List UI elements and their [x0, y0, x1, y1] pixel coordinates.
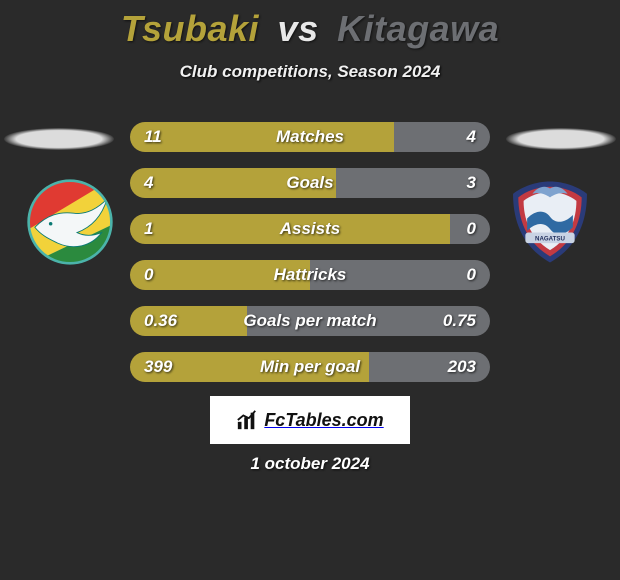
stat-fill-right [336, 168, 490, 198]
vs-label: vs [278, 8, 319, 49]
stat-fill-left [130, 122, 394, 152]
stat-fill-left [130, 352, 369, 382]
player2-club-badge: NAGATSU [506, 178, 594, 266]
stat-row: Min per goal399203 [130, 352, 490, 382]
player1-club-badge [26, 178, 114, 266]
badge-banner-text: NAGATSU [535, 235, 566, 242]
player1-halo [4, 128, 114, 150]
stat-row: Matches114 [130, 122, 490, 152]
player2-halo [506, 128, 616, 150]
stat-fill-right [450, 214, 490, 244]
footer-date: 1 october 2024 [0, 454, 620, 474]
stat-fill-right [247, 306, 490, 336]
stat-fill-left [130, 168, 336, 198]
stat-row: Goals per match0.360.75 [130, 306, 490, 336]
stat-fill-left [130, 260, 310, 290]
player1-name: Tsubaki [121, 8, 259, 49]
stat-fill-right [394, 122, 490, 152]
stat-fill-right [369, 352, 490, 382]
player2-name: Kitagawa [337, 8, 499, 49]
club-badge-right-svg: NAGATSU [506, 178, 594, 266]
stat-row: Goals43 [130, 168, 490, 198]
stat-row: Assists10 [130, 214, 490, 244]
stat-fill-right [310, 260, 490, 290]
stats-table: Matches114 Goals43 Assists10 Hattricks00 Goa… [130, 122, 490, 398]
page-title: Tsubaki vs Kitagawa [0, 0, 620, 50]
brand-link[interactable]: FcTables.com [210, 396, 410, 444]
stat-fill-left [130, 214, 450, 244]
comparison-card: Tsubaki vs Kitagawa Club competitions, S… [0, 0, 620, 580]
brand-text: FcTables.com [264, 410, 383, 431]
club-badge-left-svg [26, 178, 114, 266]
subtitle: Club competitions, Season 2024 [0, 62, 620, 82]
brand-logo-icon [236, 409, 258, 431]
stat-row: Hattricks00 [130, 260, 490, 290]
stat-fill-left [130, 306, 247, 336]
